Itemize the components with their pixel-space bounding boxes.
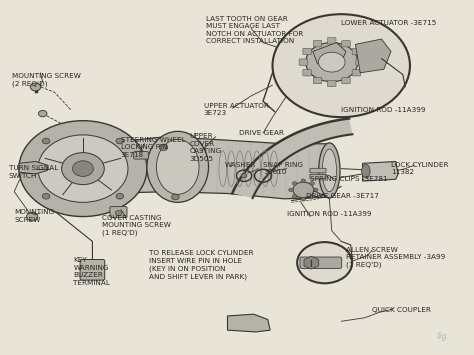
FancyBboxPatch shape xyxy=(310,174,326,179)
Ellipse shape xyxy=(322,149,337,192)
FancyBboxPatch shape xyxy=(342,40,350,47)
FancyBboxPatch shape xyxy=(310,168,326,173)
Circle shape xyxy=(62,153,104,185)
Polygon shape xyxy=(228,314,270,332)
Ellipse shape xyxy=(156,139,199,194)
FancyBboxPatch shape xyxy=(80,260,105,280)
Circle shape xyxy=(30,83,41,91)
Text: QUICK COUPLER: QUICK COUPLER xyxy=(372,307,431,313)
Polygon shape xyxy=(102,137,332,199)
Circle shape xyxy=(319,52,345,72)
Text: LAST TOOTH ON GEAR
MUST ENGAGE LAST
NOTCH ON ACTUATOR FOR
CORRECT INSTALLATION: LAST TOOTH ON GEAR MUST ENGAGE LAST NOTC… xyxy=(206,16,303,44)
Circle shape xyxy=(273,14,410,117)
Circle shape xyxy=(292,195,297,198)
Circle shape xyxy=(293,182,314,198)
Text: COVER CASTING
MOUNTING SCREW
(1 REQ'D): COVER CASTING MOUNTING SCREW (1 REQ'D) xyxy=(102,215,171,236)
Circle shape xyxy=(42,193,50,199)
Text: DRIVE GEAR -3E717: DRIVE GEAR -3E717 xyxy=(306,193,379,200)
FancyBboxPatch shape xyxy=(352,48,361,55)
FancyBboxPatch shape xyxy=(110,207,127,218)
Circle shape xyxy=(172,194,179,200)
Text: UPPER
COVER
CASTING
3D505: UPPER COVER CASTING 3D505 xyxy=(190,133,222,162)
Text: IGNITION ROD -11A399: IGNITION ROD -11A399 xyxy=(287,211,371,217)
Text: WASHER: WASHER xyxy=(225,162,256,168)
Text: ALLEN SCREW
RETAINER ASSEMBLY -3A99
(1 REQ'D): ALLEN SCREW RETAINER ASSEMBLY -3A99 (1 R… xyxy=(346,247,445,268)
Polygon shape xyxy=(232,119,352,198)
FancyBboxPatch shape xyxy=(313,40,322,47)
FancyBboxPatch shape xyxy=(303,70,311,76)
Polygon shape xyxy=(356,39,391,73)
Text: DRIVE GEAR: DRIVE GEAR xyxy=(239,130,284,136)
Ellipse shape xyxy=(319,143,340,198)
FancyBboxPatch shape xyxy=(356,59,365,65)
FancyBboxPatch shape xyxy=(342,77,350,84)
Polygon shape xyxy=(363,162,398,181)
Polygon shape xyxy=(304,256,319,269)
Circle shape xyxy=(301,179,306,182)
Circle shape xyxy=(42,138,50,144)
Circle shape xyxy=(297,242,352,283)
Circle shape xyxy=(289,188,293,192)
Circle shape xyxy=(116,193,124,199)
Text: IGNITION ROD -11A399: IGNITION ROD -11A399 xyxy=(341,106,426,113)
Ellipse shape xyxy=(362,164,370,178)
Circle shape xyxy=(310,182,314,185)
Text: fig.: fig. xyxy=(436,332,449,341)
Circle shape xyxy=(313,188,318,192)
Circle shape xyxy=(306,43,358,82)
Text: KEY
WARNING
BUZZER
TERMINAL: KEY WARNING BUZZER TERMINAL xyxy=(73,257,110,286)
Polygon shape xyxy=(19,162,47,174)
FancyBboxPatch shape xyxy=(328,38,336,44)
Circle shape xyxy=(116,138,124,144)
Text: UPPER ACTUATOR
3E723: UPPER ACTUATOR 3E723 xyxy=(204,103,269,116)
Circle shape xyxy=(38,110,47,117)
Circle shape xyxy=(310,195,314,198)
Text: LOWER ACTUATOR -3E715: LOWER ACTUATOR -3E715 xyxy=(341,20,437,26)
FancyBboxPatch shape xyxy=(134,152,148,159)
FancyBboxPatch shape xyxy=(300,257,342,268)
Ellipse shape xyxy=(147,131,209,202)
Text: TO RELEASE LOCK CYLINDER
INSERT WIRE PIN IN HOLE
(KEY IN ON POSITION
AND SHIFT L: TO RELEASE LOCK CYLINDER INSERT WIRE PIN… xyxy=(149,250,254,280)
Polygon shape xyxy=(313,43,346,64)
Text: TURN SIGNAL
SWITCH: TURN SIGNAL SWITCH xyxy=(9,165,58,179)
Circle shape xyxy=(38,135,128,202)
Circle shape xyxy=(115,211,122,215)
FancyBboxPatch shape xyxy=(299,59,308,65)
Circle shape xyxy=(73,161,93,176)
Text: STEERING WHEEL
LOCKING PIN
3E718: STEERING WHEEL LOCKING PIN 3E718 xyxy=(121,137,185,158)
Circle shape xyxy=(159,144,168,151)
Circle shape xyxy=(19,121,147,217)
Text: MOUNTING SCREW
(2 REQ'D): MOUNTING SCREW (2 REQ'D) xyxy=(12,73,81,87)
Text: SPRING CLIPS -3E781: SPRING CLIPS -3E781 xyxy=(310,176,388,182)
Text: MOUNTING
SCREW: MOUNTING SCREW xyxy=(14,209,55,223)
FancyBboxPatch shape xyxy=(313,77,322,84)
Circle shape xyxy=(292,182,297,185)
FancyBboxPatch shape xyxy=(352,70,361,76)
FancyBboxPatch shape xyxy=(303,48,311,55)
Circle shape xyxy=(241,174,247,178)
Text: LOCK CYLINDER
11382: LOCK CYLINDER 11382 xyxy=(391,162,448,175)
Circle shape xyxy=(301,197,306,201)
Circle shape xyxy=(27,212,38,221)
Text: SNAP RING
3C610: SNAP RING 3C610 xyxy=(263,162,303,175)
FancyBboxPatch shape xyxy=(328,80,336,87)
